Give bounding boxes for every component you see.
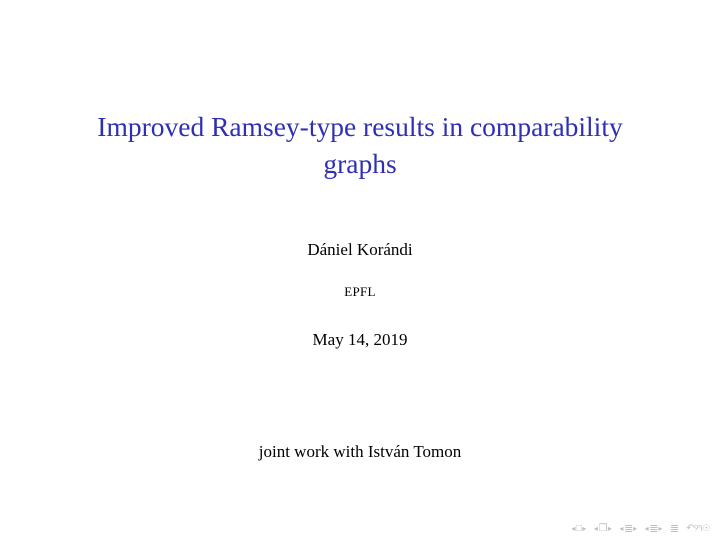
slide-date: May 14, 2019 xyxy=(313,330,408,350)
next-section-icon[interactable]: ≣ xyxy=(670,522,678,535)
slide-title-page: Improved Ramsey-type results in comparab… xyxy=(0,0,720,541)
prev-section-icon[interactable]: ◂❐▸ xyxy=(594,524,612,534)
first-slide-icon[interactable]: ◂□▸ xyxy=(571,524,586,534)
prev-subsection-icon[interactable]: ◂≣▸ xyxy=(619,522,636,535)
beamer-nav-bar: ◂□▸ ◂❐▸ ◂≣▸ ◂≣▸ ≣ ↶୨૧☉ xyxy=(571,522,710,535)
title-line-1: Improved Ramsey-type results in comparab… xyxy=(97,111,622,142)
title-line-2: graphs xyxy=(323,148,396,179)
slide-title: Improved Ramsey-type results in comparab… xyxy=(97,108,622,182)
affiliation: EPFL xyxy=(344,284,376,300)
joint-work-line: joint work with István Tomon xyxy=(259,442,462,462)
next-subsection-icon[interactable]: ◂≣▸ xyxy=(645,522,662,535)
undo-icon[interactable]: ↶୨૧☉ xyxy=(686,523,710,534)
author-name: Dániel Korándi xyxy=(307,240,412,260)
